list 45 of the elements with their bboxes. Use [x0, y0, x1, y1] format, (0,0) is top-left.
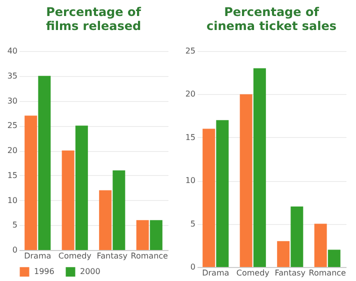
y-tick-label: 5 — [12, 220, 18, 230]
y-tick-label: 15 — [7, 170, 18, 180]
x-tick-label: Drama — [24, 252, 52, 260]
y-tick-label: 15 — [185, 132, 196, 142]
y-tick-label: 10 — [185, 176, 196, 186]
y-tick-label: 5 — [190, 219, 196, 228]
y-tick-label: 10 — [7, 196, 18, 205]
text: films released — [46, 19, 142, 33]
y-tick-label: 0 — [190, 262, 196, 272]
text: cinema ticket sales — [206, 19, 336, 33]
y-tick-label: 25 — [7, 121, 18, 130]
bar — [112, 170, 126, 250]
bar — [290, 206, 304, 267]
bar — [136, 220, 149, 250]
x-tick-label: Fantasy — [274, 268, 306, 278]
bar — [24, 116, 38, 250]
y-tick-label: 30 — [7, 96, 18, 106]
x-tick-label: Fantasy — [96, 252, 128, 260]
bar — [314, 224, 327, 267]
bar — [253, 68, 266, 267]
bar — [202, 128, 216, 267]
x-tick-label: Comedy — [236, 268, 270, 278]
y-tick-label: 35 — [7, 71, 18, 80]
x-tick-label: Romance — [308, 268, 346, 278]
bar — [75, 126, 88, 250]
text: Percentage of — [46, 5, 141, 19]
x-tick-label: Comedy — [58, 252, 92, 260]
x-tick-label: Drama — [202, 268, 230, 278]
y-tick-label: 0 — [12, 246, 18, 254]
text: Percentage of — [224, 5, 319, 19]
y-tick-label: 25 — [185, 46, 196, 56]
bar — [99, 190, 112, 250]
legend-label: 2000 — [80, 266, 100, 276]
x-tick-label: Romance — [130, 252, 168, 260]
bar — [277, 241, 290, 267]
bar — [240, 94, 252, 267]
bar — [328, 250, 340, 267]
bar — [150, 220, 162, 250]
legend-label: 1996 — [34, 266, 54, 276]
bar — [62, 150, 74, 250]
y-tick-label: 20 — [185, 90, 196, 99]
y-tick-label: 20 — [7, 146, 18, 155]
y-tick-label: 40 — [7, 46, 18, 56]
bar — [38, 76, 51, 250]
bar — [216, 120, 229, 267]
